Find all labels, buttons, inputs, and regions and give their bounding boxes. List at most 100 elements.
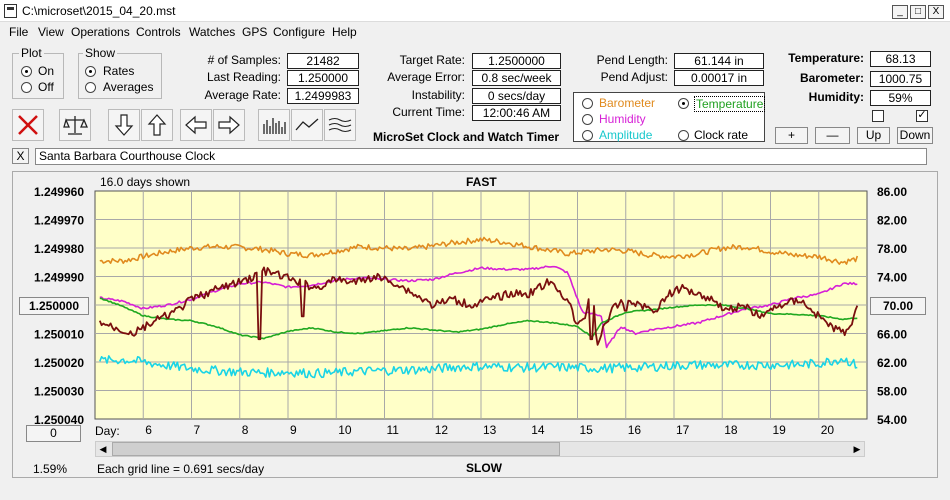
clear-name-button[interactable]: X [12, 148, 29, 164]
left-tick-label: 1.249960 [34, 185, 84, 199]
series-humidity [99, 265, 858, 349]
plot-off-radio[interactable] [21, 82, 32, 93]
samples-label: # of Samples: [207, 53, 281, 67]
right-checkbox[interactable]: ✓ [916, 109, 928, 122]
pend-length-value: 61.144 in [674, 53, 764, 69]
title-bar: C:\microset\2015_04_20.mst _ □ X [0, 0, 950, 22]
temperature-label: Temperature [694, 96, 766, 112]
stop-button[interactable] [12, 109, 44, 141]
close-button[interactable]: X [928, 5, 944, 19]
menu-controls[interactable]: Controls [136, 25, 181, 39]
x-tick-label: 19 [773, 423, 787, 437]
calibrate-button[interactable] [59, 109, 91, 141]
plot-off-label: Off [38, 80, 54, 94]
menu-operations[interactable]: Operations [71, 25, 130, 39]
minimize-button[interactable]: _ [892, 5, 908, 19]
show-rates-radio[interactable] [85, 66, 96, 77]
amplitude-label: Amplitude [599, 128, 653, 142]
current-time-label: Current Time: [392, 105, 465, 119]
barometer-label: Barometer [599, 96, 656, 110]
menu-help[interactable]: Help [332, 25, 357, 39]
scale-down-button[interactable]: Down [897, 127, 933, 144]
average-rate-value: 1.2499983 [287, 88, 359, 104]
temperature-field-value: 68.13 [870, 51, 931, 67]
humidity-radio[interactable] [582, 114, 593, 125]
left-checkbox[interactable] [872, 110, 884, 122]
histogram-button[interactable] [258, 109, 290, 141]
scale-minus-button[interactable]: — [815, 127, 850, 144]
app-caption: MicroSet Clock and Watch Timer [373, 130, 560, 144]
offset-button[interactable]: 0 [26, 425, 81, 442]
instability-value: 0 secs/day [472, 88, 561, 104]
slow-label: SLOW [466, 461, 502, 475]
left-tick-label: 1.250030 [34, 385, 84, 399]
left-tick-label: 1.249990 [34, 271, 84, 285]
pend-adjust-label: Pend Adjust: [600, 70, 668, 84]
average-rate-label: Average Rate: [204, 88, 282, 102]
right-tick-label: 62.00 [877, 356, 907, 370]
amplitude-radio[interactable] [582, 130, 593, 141]
menu-file[interactable]: File [9, 25, 29, 39]
multi-line-icon [328, 117, 352, 133]
arrow-left-icon [185, 115, 207, 135]
scroll-down-button[interactable] [108, 109, 140, 141]
barometer-radio[interactable] [582, 98, 593, 109]
arrow-down-icon [114, 114, 134, 136]
maximize-button[interactable]: □ [910, 5, 926, 19]
scroll-left-arrow-icon[interactable]: ◀ [99, 444, 107, 454]
scroll-right-button[interactable] [213, 109, 245, 141]
clock-name-input[interactable]: Santa Barbara Courthouse Clock [35, 148, 927, 165]
pend-length-label: Pend Length: [596, 53, 668, 67]
barometer-field-value: 1000.75 [870, 71, 931, 87]
right-tick-label: 78.00 [877, 242, 907, 256]
day-axis-label: Day: [95, 424, 120, 438]
show-rates-label: Rates [103, 64, 135, 78]
right-tick-label: 74.00 [877, 271, 907, 285]
x-tick-label: 12 [435, 423, 449, 437]
series-clock-rate [98, 266, 859, 346]
scroll-left-button[interactable] [180, 109, 212, 141]
show-averages-radio[interactable] [85, 82, 96, 93]
line-plot-button[interactable] [291, 109, 323, 141]
plot-on-radio[interactable] [21, 66, 32, 77]
scrollbar-thumb[interactable] [112, 442, 560, 456]
series-amplitude [99, 355, 858, 379]
fast-label: FAST [466, 175, 497, 189]
line-plot-icon [295, 118, 319, 131]
x-icon [18, 115, 38, 135]
percent-label: 1.59% [33, 462, 68, 476]
temperature-radio[interactable] [678, 98, 689, 109]
menu-configure[interactable]: Configure [273, 25, 326, 39]
right-tick-label: 82.00 [877, 214, 907, 228]
menu-bar: File View Operations Controls Watches GP… [0, 22, 950, 42]
clock-rate-label: Clock rate [694, 128, 749, 142]
menu-watches[interactable]: Watches [189, 25, 236, 39]
left-tick-label: 1.250040 [34, 413, 84, 427]
menu-gps[interactable]: GPS [242, 25, 268, 39]
series-selector [573, 92, 765, 142]
scale-up-button[interactable]: Up [857, 127, 890, 144]
series-barometer [99, 236, 859, 265]
menu-view[interactable]: View [38, 25, 64, 39]
scroll-up-button[interactable] [141, 109, 173, 141]
right-tick-label: 66.00 [877, 328, 907, 342]
scale-plus-button[interactable]: + [775, 127, 808, 144]
x-tick-label: 20 [821, 423, 835, 437]
show-group-title: Show [83, 46, 118, 60]
x-tick-label: 11 [387, 423, 400, 437]
right-center-button[interactable]: 70.00 [870, 297, 926, 315]
scroll-right-arrow-icon[interactable]: ▶ [853, 444, 861, 454]
plot-group-title: Plot [19, 46, 44, 60]
x-tick-label: 17 [676, 423, 690, 437]
clock-rate-radio[interactable] [678, 130, 689, 141]
x-tick-label: 15 [580, 423, 594, 437]
multi-line-plot-button[interactable] [324, 109, 356, 141]
left-tick-label: 1.249980 [34, 242, 84, 256]
current-time-value: 12:00:46 AM [472, 105, 561, 121]
x-tick-label: 16 [628, 423, 642, 437]
samples-value: 21482 [287, 53, 359, 69]
pend-adjust-value: 0.00017 in [674, 70, 764, 86]
rate-center-button[interactable]: 1.250000 [19, 297, 89, 315]
left-tick-label: 1.250020 [34, 356, 84, 370]
